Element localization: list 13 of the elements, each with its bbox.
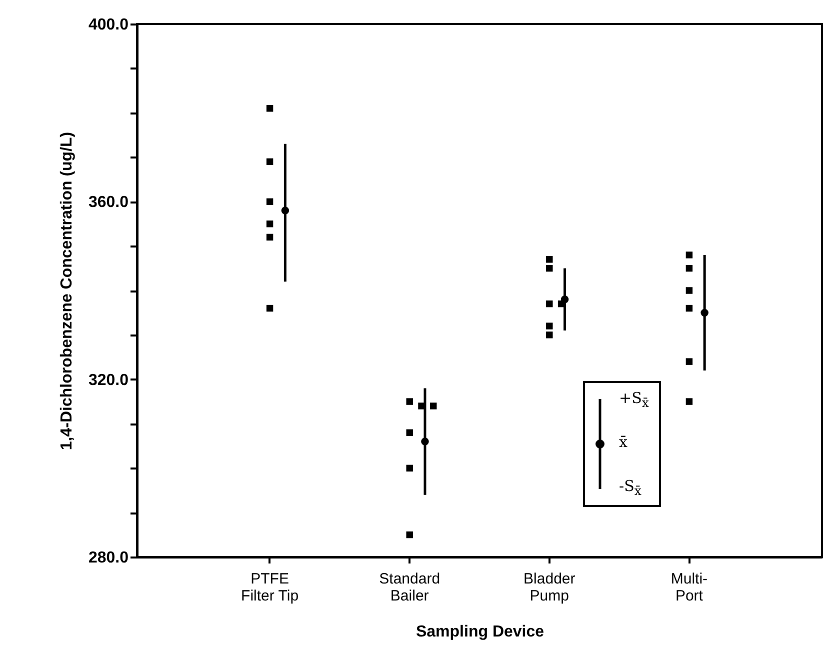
- y-tick-label: 280.0: [88, 550, 129, 566]
- annotation: +S$_{x̄}$: [619, 389, 649, 410]
- y-axis-title: 1,4-Dichlorobenzene Concentration (ug/L): [58, 132, 76, 450]
- y-tick-label: 360.0: [88, 194, 129, 212]
- legend-label: x̄: [619, 433, 628, 451]
- x-tick-label: PTFE Filter Tip: [241, 570, 299, 604]
- annotation: -S$_{x̄}$: [619, 477, 642, 498]
- y-tick-label: 320.0: [88, 372, 129, 389]
- x-tick-label: Standard Bailer: [379, 570, 440, 604]
- x-tick-label: Bladder Pump: [524, 570, 576, 604]
- x-tick-label: Multi-Port: [670, 570, 708, 604]
- x-axis-title: Sampling Device: [416, 624, 544, 640]
- y-tick-label: 400.0: [88, 16, 129, 34]
